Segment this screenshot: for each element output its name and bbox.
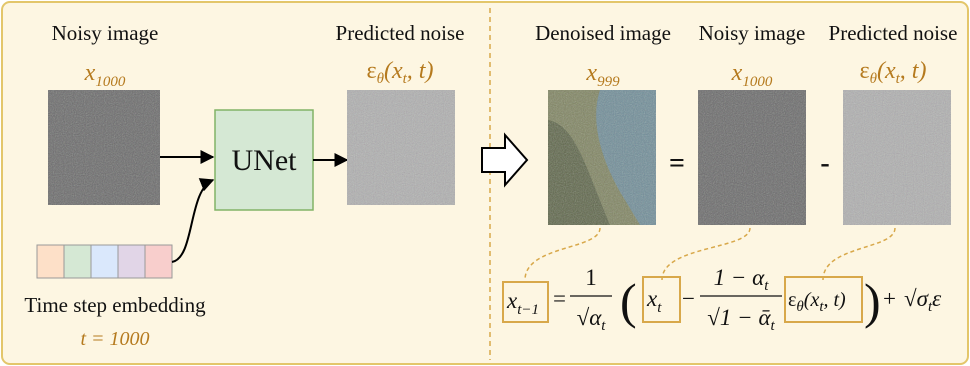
noise-label: Predicted noise bbox=[829, 21, 958, 45]
frac-numerator: 1 − αt bbox=[714, 265, 770, 294]
embedding-label: Time step embedding bbox=[24, 293, 206, 317]
noise-label: Predicted noise bbox=[336, 21, 465, 45]
frac-denominator: √1 − ᾱt bbox=[707, 305, 775, 334]
formula-plus: + bbox=[883, 286, 896, 311]
text-part: x bbox=[506, 288, 518, 313]
text-part: , t) bbox=[407, 58, 434, 84]
text-part: (x bbox=[804, 289, 820, 311]
text-part: , t) bbox=[900, 58, 927, 84]
text-part: 1000 bbox=[95, 74, 126, 90]
text-part: √ bbox=[904, 286, 917, 311]
text-part: 1 − ᾱ bbox=[720, 305, 772, 330]
text-part: x bbox=[646, 286, 658, 311]
text-part: ε bbox=[860, 58, 870, 84]
embedding-value: t = 1000 bbox=[80, 328, 149, 350]
minus: - bbox=[820, 148, 829, 179]
coef-numerator: 1 bbox=[585, 265, 597, 290]
text-part: , t) bbox=[824, 289, 847, 311]
text-part: (x bbox=[384, 58, 403, 84]
denoised-image bbox=[548, 90, 656, 225]
noise-image bbox=[843, 90, 951, 225]
formula-equals: = bbox=[553, 286, 566, 311]
text-part: x bbox=[731, 60, 743, 86]
text-part: x bbox=[585, 60, 597, 86]
text-part: √ bbox=[577, 305, 590, 330]
text-part: ε bbox=[932, 286, 942, 311]
text-part: t−1 bbox=[517, 302, 539, 318]
noise-symbol: εθ(xt, t) bbox=[367, 58, 434, 87]
noisy-image bbox=[698, 90, 806, 225]
open-paren: ( bbox=[620, 273, 637, 329]
text-part: 999 bbox=[597, 74, 620, 90]
embedding bbox=[37, 245, 172, 278]
noise-image bbox=[347, 90, 455, 205]
text-part: 1000 bbox=[742, 74, 773, 90]
text-part: ε bbox=[367, 58, 377, 84]
noisy-image bbox=[48, 90, 160, 205]
text-part: (x bbox=[877, 58, 896, 84]
noisy-label: Noisy image bbox=[52, 21, 159, 45]
denoised-label: Denoised image bbox=[535, 21, 671, 45]
noisy-label: Noisy image bbox=[699, 21, 806, 45]
text-part: α bbox=[589, 305, 602, 330]
noise-symbol: εθ(xt, t) bbox=[860, 58, 927, 87]
formula-minus: − bbox=[682, 286, 695, 311]
text-part: x bbox=[84, 60, 96, 86]
close-paren: ) bbox=[864, 273, 881, 329]
noise-term: √σtε bbox=[904, 286, 942, 315]
text-part: ε bbox=[788, 289, 796, 311]
diagram: Noisy image x1000 UNet Predicted noise ε… bbox=[0, 0, 970, 366]
unet-label: UNet bbox=[232, 144, 298, 177]
equals: = bbox=[669, 148, 685, 179]
text-part: 1 − α bbox=[714, 265, 766, 290]
text-part: √ bbox=[707, 305, 720, 330]
